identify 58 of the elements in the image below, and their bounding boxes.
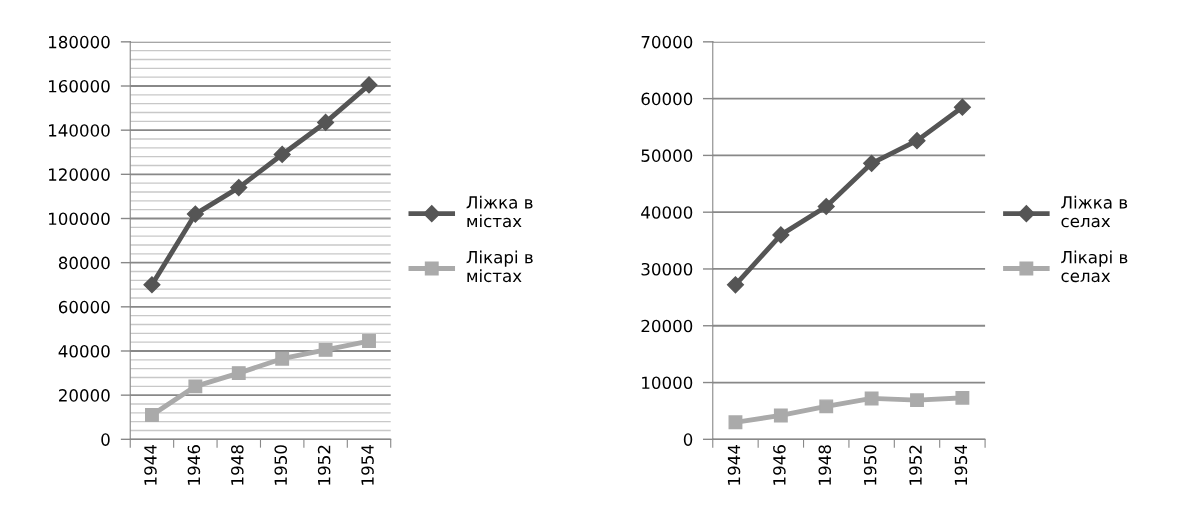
point bbox=[231, 366, 246, 381]
y-tick-label: 40000 bbox=[641, 206, 693, 219]
point bbox=[953, 98, 971, 116]
y-tick-label: 60000 bbox=[641, 92, 693, 106]
y-tick-label: 100000 bbox=[49, 212, 110, 226]
y-tick-label: 0 bbox=[101, 433, 110, 446]
x-tick-label: 1950 bbox=[863, 445, 877, 485]
y-tick-label: 80000 bbox=[58, 256, 110, 270]
x-tick-label: 1944 bbox=[727, 444, 741, 485]
y-tick-label: 120000 bbox=[49, 168, 110, 181]
point bbox=[773, 408, 788, 423]
point bbox=[230, 179, 248, 197]
x-tick-label: 1946 bbox=[773, 445, 786, 485]
y-tick-label: 60000 bbox=[58, 300, 110, 314]
point bbox=[362, 334, 376, 348]
point bbox=[817, 197, 835, 216]
y-tick-label: 10000 bbox=[642, 376, 693, 390]
point bbox=[273, 145, 291, 164]
y-tick-label: 0 bbox=[683, 433, 693, 446]
legend-label: Лікарі в містах bbox=[466, 250, 533, 283]
point bbox=[145, 408, 159, 422]
point bbox=[728, 415, 743, 430]
point bbox=[772, 226, 790, 244]
point bbox=[360, 76, 378, 94]
point bbox=[910, 393, 924, 408]
y-tick-label: 160000 bbox=[49, 79, 110, 93]
x-tick-label: 1944 bbox=[144, 444, 157, 485]
legend-label: Ліжка в селах bbox=[1061, 195, 1128, 228]
y-tick-label: 140000 bbox=[49, 124, 110, 137]
x-tick-label: 1948 bbox=[818, 445, 832, 485]
point bbox=[726, 276, 745, 294]
point bbox=[143, 276, 161, 294]
y-tick-label: 180000 bbox=[49, 35, 110, 49]
point bbox=[275, 351, 290, 366]
point bbox=[186, 205, 204, 223]
point bbox=[188, 379, 203, 394]
y-tick-label: 20000 bbox=[59, 389, 110, 402]
point bbox=[908, 132, 926, 150]
x-tick-label: 1952 bbox=[909, 445, 922, 485]
point bbox=[955, 390, 970, 405]
y-tick-label: 40000 bbox=[58, 344, 110, 358]
y-tick-label: 50000 bbox=[641, 149, 693, 162]
point bbox=[317, 113, 335, 131]
legend-label: Лікарі в селах bbox=[1061, 250, 1128, 283]
x-tick-label: 1952 bbox=[317, 445, 331, 485]
x-tick-label: 1954 bbox=[954, 444, 968, 485]
legend-label: Ліжка в містах bbox=[466, 195, 533, 228]
point bbox=[819, 399, 834, 414]
point bbox=[318, 342, 333, 357]
x-tick-label: 1948 bbox=[231, 445, 244, 485]
x-tick-label: 1954 bbox=[361, 444, 374, 485]
point bbox=[864, 391, 879, 406]
y-tick-label: 30000 bbox=[641, 262, 693, 276]
point bbox=[863, 154, 881, 172]
x-tick-label: 1946 bbox=[187, 445, 201, 485]
y-tick-label: 20000 bbox=[641, 319, 693, 333]
y-tick-label: 70000 bbox=[641, 35, 693, 49]
x-tick-label: 1950 bbox=[274, 445, 288, 485]
